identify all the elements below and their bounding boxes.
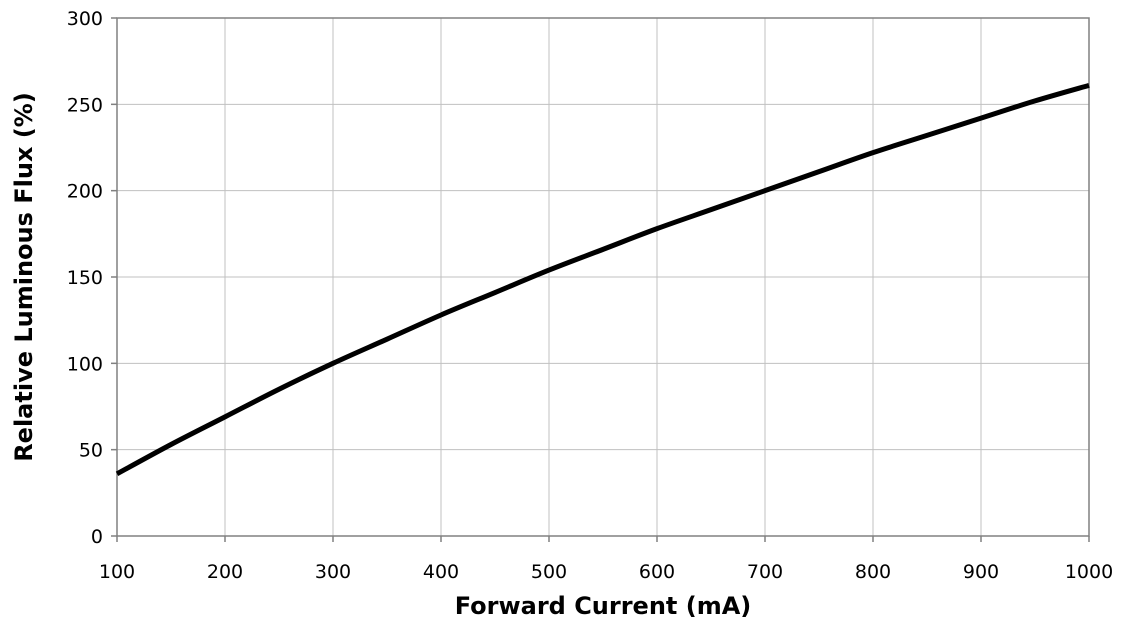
x-axis-title: Forward Current (mA) xyxy=(455,592,752,620)
flux-curve-line xyxy=(115,82,1090,477)
x-tick-label: 300 xyxy=(315,561,351,583)
y-axis-tick-labels: 0 50 100 150 200 250 300 xyxy=(67,8,103,548)
x-tick-label: 600 xyxy=(639,561,675,583)
y-tick-label: 0 xyxy=(91,526,103,548)
y-tick-label: 300 xyxy=(67,8,103,30)
y-tick-label: 50 xyxy=(79,440,103,462)
y-tick-label: 100 xyxy=(67,353,103,375)
series-layer xyxy=(115,82,1090,477)
x-tick-label: 1000 xyxy=(1065,561,1113,583)
y-tick-label: 200 xyxy=(67,181,103,203)
x-tick-label: 100 xyxy=(99,561,135,583)
x-axis-tick-labels: 100 200 300 400 500 600 700 800 900 1000 xyxy=(99,561,1113,583)
y-tick-label: 250 xyxy=(67,94,103,116)
x-tick-label: 800 xyxy=(855,561,891,583)
y-tick-label: 150 xyxy=(67,267,103,289)
x-tick-label: 200 xyxy=(207,561,243,583)
axis-ticks xyxy=(111,17,1090,542)
y-axis-title: Relative Luminous Flux (%) xyxy=(10,92,38,462)
gridlines xyxy=(117,18,1089,536)
x-tick-label: 500 xyxy=(531,561,567,583)
x-tick-label: 900 xyxy=(963,561,999,583)
x-tick-label: 400 xyxy=(423,561,459,583)
x-tick-label: 700 xyxy=(747,561,783,583)
